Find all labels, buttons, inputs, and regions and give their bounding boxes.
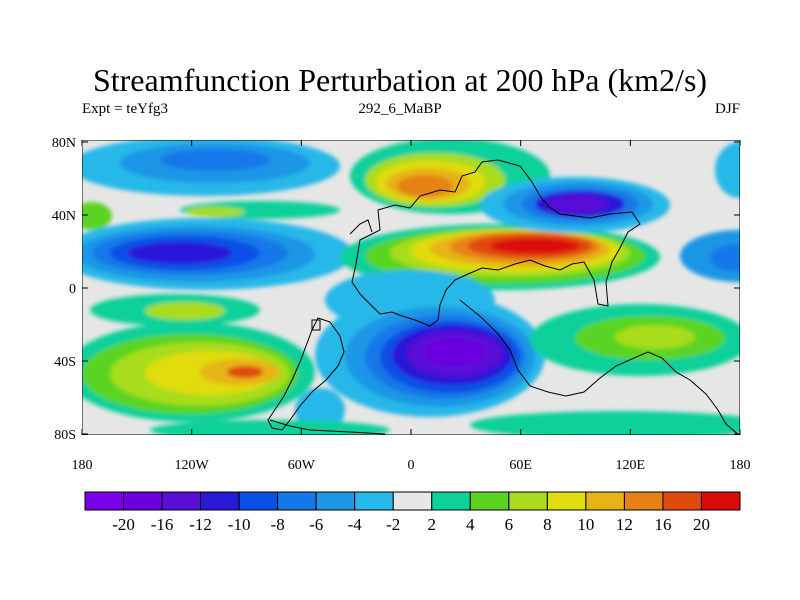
colorbar-label: 10 [577, 515, 594, 534]
x-tick-label: 60W [288, 458, 316, 473]
experiment-label: Expt = teYfg3 [82, 101, 168, 117]
colorbar-swatch [546, 491, 587, 511]
coastline-north-atlantic [349, 219, 373, 235]
coastline-eurasia-africa [351, 159, 641, 327]
y-axis: 80N 40N 0 40S 80S [52, 136, 740, 443]
colorbar-label: -20 [112, 515, 135, 534]
anomaly-shape [128, 242, 232, 264]
colorbar-label: 8 [543, 515, 552, 534]
coastline-south-america [267, 317, 345, 431]
y-tick-label: 40N [52, 209, 76, 224]
chart-title: Streamfunction Perturbation at 200 hPa (… [92, 62, 708, 98]
anomaly-shape [227, 366, 263, 378]
x-tick-label: 0 [408, 458, 415, 473]
colorbar-swatch [508, 491, 548, 511]
colorbar-label: 6 [505, 515, 514, 534]
colorbar-swatch [315, 491, 356, 511]
anomaly-shape [715, 142, 740, 198]
anomaly-shape [160, 149, 270, 171]
colorbar-swatch [623, 491, 664, 511]
x-tick-label: 120E [616, 458, 646, 473]
colorbar-swatch [392, 491, 433, 511]
anomaly-shape [470, 411, 740, 435]
anomaly-shape [548, 195, 608, 213]
y-tick-label: 0 [69, 282, 76, 297]
colorbar-label: -10 [228, 515, 251, 534]
anomaly-shape [490, 238, 580, 254]
colorbar-swatch [469, 491, 510, 511]
anomaly-shape [145, 302, 225, 320]
y-tick-label: 40S [54, 355, 76, 370]
colorbar-label: -8 [271, 515, 285, 534]
anomaly-shape [397, 175, 453, 197]
colorbar-swatch [161, 491, 202, 511]
coastline-islands [311, 319, 321, 331]
colorbar-swatch [354, 491, 394, 511]
colorbar-swatch [700, 491, 741, 511]
colorbar-swatch [585, 491, 625, 511]
colorbar-swatch [277, 491, 317, 511]
colorbar-label: -12 [189, 515, 212, 534]
anomaly-shape [185, 207, 245, 217]
anomaly-shape [615, 325, 695, 349]
colorbar-label: -2 [386, 515, 400, 534]
x-tick-label: 180 [730, 458, 751, 473]
colorbar-label: 16 [654, 515, 671, 534]
colorbar-swatch [662, 491, 702, 511]
y-tick-label: 80S [54, 428, 76, 443]
x-tick-label: 120W [175, 458, 210, 473]
x-tick-label: 60E [509, 458, 532, 473]
anomaly-shape [82, 202, 112, 230]
colorbar-swatch [431, 491, 471, 511]
coastline-antarctic-edge [269, 419, 386, 435]
colorbar-swatch [84, 491, 125, 511]
x-tick-label: 180 [72, 458, 93, 473]
case-label: 292_6_MaBP [358, 101, 442, 117]
colorbar-label: 20 [693, 515, 710, 534]
colorbar-swatch [200, 491, 240, 511]
anomaly-shape [710, 244, 740, 272]
colorbar-label: 2 [428, 515, 437, 534]
season-label: DJF [714, 101, 740, 117]
y-tick-label: 80N [52, 136, 76, 151]
contour-field [82, 140, 740, 435]
coastline-arabia-india [459, 299, 740, 435]
colorbar-swatch [238, 491, 279, 511]
colorbar-swatch [123, 491, 163, 511]
colorbar-label: -4 [348, 515, 363, 534]
colorbar-label: -16 [151, 515, 174, 534]
colorbar-label: 12 [616, 515, 633, 534]
anomaly-shape [425, 338, 485, 366]
coastline-outlines [267, 159, 740, 435]
colorbar-label: 4 [466, 515, 475, 534]
colorbar-label: -6 [309, 515, 323, 534]
x-axis: 180 120W 60W 0 60E 120E 180 [72, 140, 751, 473]
